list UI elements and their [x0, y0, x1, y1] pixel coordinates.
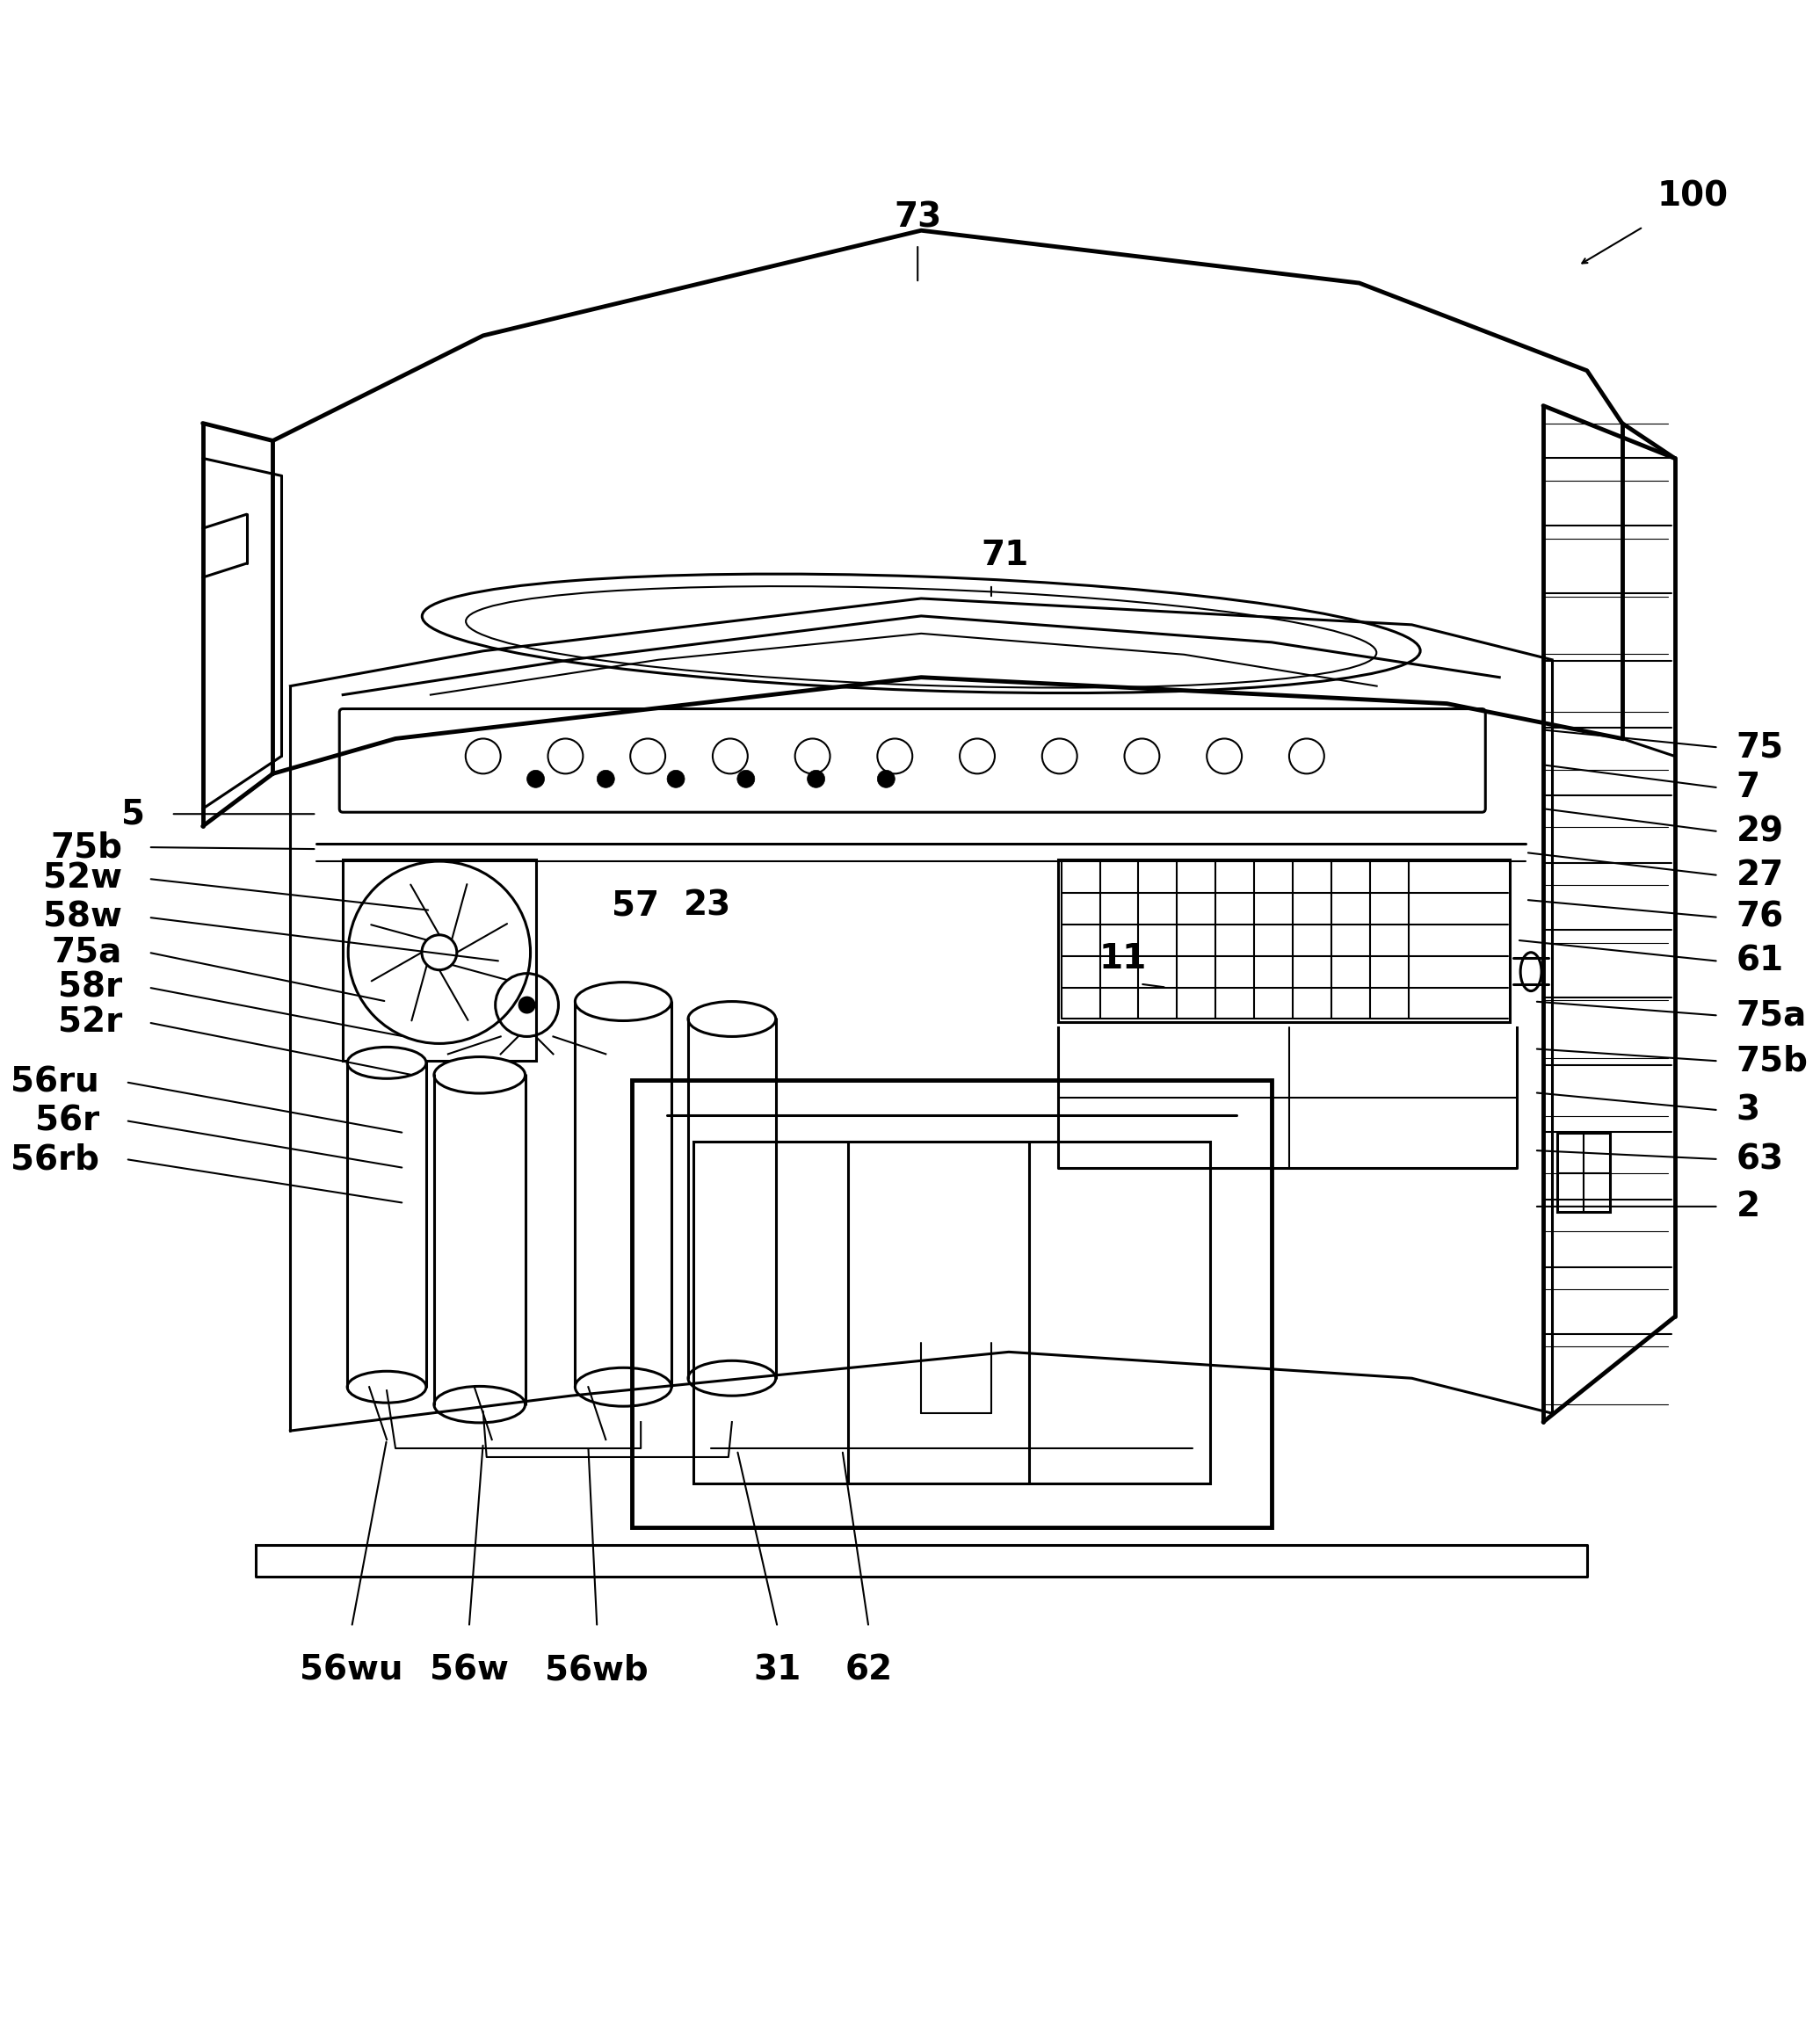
Text: 5: 5 — [122, 797, 146, 832]
Text: 75a: 75a — [1736, 999, 1807, 1031]
Text: 56r: 56r — [35, 1105, 100, 1137]
Text: 75b: 75b — [1736, 1043, 1807, 1078]
Circle shape — [737, 770, 755, 789]
Polygon shape — [255, 1545, 1587, 1575]
Ellipse shape — [348, 1372, 426, 1402]
Ellipse shape — [433, 1386, 526, 1423]
Text: 75: 75 — [1736, 732, 1784, 764]
Text: 56rb: 56rb — [11, 1143, 100, 1176]
Ellipse shape — [433, 1058, 526, 1092]
Text: 7: 7 — [1736, 770, 1760, 805]
Text: 58r: 58r — [58, 970, 122, 1005]
Circle shape — [519, 997, 535, 1013]
Bar — [342, 860, 535, 1062]
Text: 52w: 52w — [44, 862, 122, 895]
Text: 52r: 52r — [58, 1007, 122, 1039]
Text: 100: 100 — [1658, 179, 1729, 212]
Ellipse shape — [348, 1048, 426, 1078]
Text: 56wu: 56wu — [300, 1653, 404, 1687]
Circle shape — [668, 770, 684, 789]
Text: 62: 62 — [844, 1653, 892, 1687]
Text: 3: 3 — [1736, 1094, 1760, 1127]
Text: 56w: 56w — [430, 1653, 508, 1687]
Text: 76: 76 — [1736, 901, 1784, 933]
Text: 75b: 75b — [51, 832, 122, 864]
Text: 2: 2 — [1736, 1190, 1760, 1223]
Circle shape — [528, 770, 544, 789]
Text: 57: 57 — [612, 889, 659, 923]
Text: 73: 73 — [894, 200, 941, 234]
Text: 27: 27 — [1736, 858, 1784, 893]
Text: 11: 11 — [1099, 942, 1147, 976]
Text: 56ru: 56ru — [11, 1066, 100, 1098]
Circle shape — [808, 770, 824, 789]
Text: 23: 23 — [684, 889, 732, 923]
Text: 61: 61 — [1736, 944, 1784, 978]
Text: 58w: 58w — [44, 901, 122, 933]
Ellipse shape — [688, 1361, 775, 1396]
Text: 31: 31 — [753, 1653, 801, 1687]
Text: 56wb: 56wb — [546, 1653, 648, 1687]
Circle shape — [877, 770, 895, 789]
Text: 63: 63 — [1736, 1143, 1784, 1176]
Bar — [1057, 860, 1511, 1023]
Ellipse shape — [575, 982, 672, 1021]
Bar — [693, 1141, 1210, 1484]
Bar — [632, 1080, 1272, 1526]
Ellipse shape — [688, 1001, 775, 1037]
Bar — [1558, 1133, 1611, 1213]
Text: 71: 71 — [981, 538, 1028, 573]
Text: 29: 29 — [1736, 815, 1784, 848]
Ellipse shape — [575, 1367, 672, 1406]
Circle shape — [597, 770, 615, 789]
Text: 75a: 75a — [51, 935, 122, 970]
